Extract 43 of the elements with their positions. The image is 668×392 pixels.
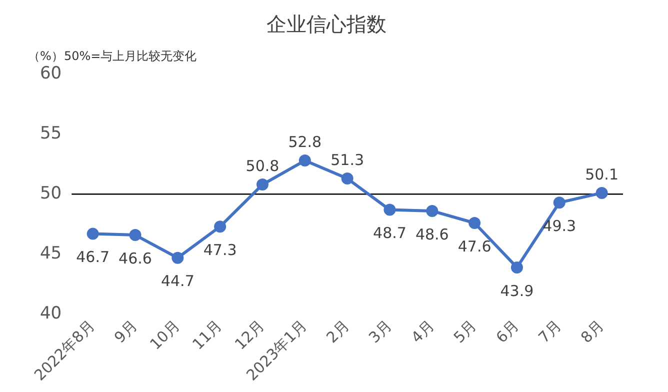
data-label: 52.8 bbox=[288, 132, 322, 151]
y-axis-title: （%） bbox=[28, 49, 64, 64]
x-tick-label: 10月 bbox=[146, 316, 184, 354]
point bbox=[510, 261, 523, 274]
data-label: 47.3 bbox=[203, 240, 237, 259]
y-tick-label: 55 bbox=[40, 124, 62, 144]
x-tick-label: 4月 bbox=[408, 316, 438, 347]
x-tick-label: 9月 bbox=[110, 316, 141, 347]
data-label: 47.6 bbox=[458, 237, 492, 256]
point bbox=[426, 204, 438, 217]
y-tick-label: 50 bbox=[40, 184, 62, 204]
text: 50%=与上月比较无变化 bbox=[64, 49, 197, 64]
data-label: 43.9 bbox=[500, 282, 534, 300]
chart-title: 企业信心指数 bbox=[266, 12, 386, 36]
point bbox=[214, 220, 226, 233]
data-label: 51.3 bbox=[330, 150, 364, 169]
y-tick-label: 60 bbox=[40, 63, 62, 84]
x-tick-label: 2月 bbox=[322, 316, 353, 347]
point bbox=[553, 196, 566, 209]
point bbox=[129, 229, 142, 242]
x-tick-label: 7月 bbox=[534, 316, 565, 347]
point bbox=[256, 178, 268, 191]
point bbox=[86, 228, 99, 240]
data-label: 46.7 bbox=[76, 248, 110, 266]
y-tick-label: 40 bbox=[40, 304, 62, 324]
point bbox=[298, 154, 311, 167]
x-tick-label: 6月 bbox=[492, 316, 523, 347]
point bbox=[341, 172, 354, 185]
point bbox=[596, 186, 608, 199]
data-label: 48.7 bbox=[373, 224, 406, 242]
x-tick-label: 11月 bbox=[188, 316, 226, 354]
y-tick-label: 45 bbox=[40, 244, 62, 264]
data-label: 44.7 bbox=[160, 272, 194, 290]
x-tick-label: 8月 bbox=[577, 316, 608, 347]
x-tick-label: 3月 bbox=[365, 316, 396, 347]
point bbox=[468, 216, 481, 229]
data-label: 46.6 bbox=[118, 249, 152, 268]
point bbox=[384, 204, 396, 216]
point bbox=[172, 252, 184, 264]
data-label: 48.6 bbox=[415, 225, 449, 244]
data-label: 50.8 bbox=[246, 156, 280, 175]
data-label: 50.1 bbox=[585, 165, 618, 184]
x-tick-label: 5月 bbox=[450, 316, 480, 347]
